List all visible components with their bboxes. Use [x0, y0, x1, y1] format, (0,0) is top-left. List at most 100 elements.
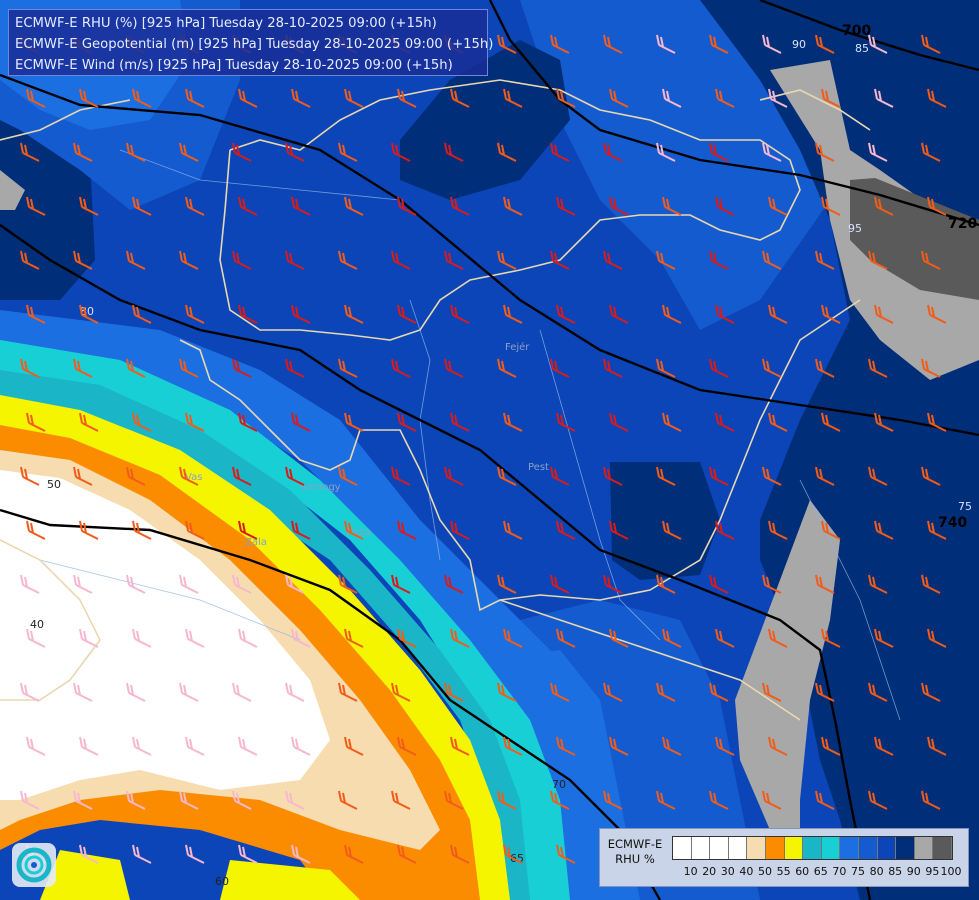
legend-tick-label: 65 [813, 865, 828, 878]
wind-barb [927, 88, 947, 108]
legend-tick-label: 60 [795, 865, 810, 878]
wind-barb [132, 88, 152, 108]
isohypse-label-740: 740 [938, 515, 967, 531]
legend-swatch [840, 837, 859, 859]
wind-barb [20, 358, 40, 378]
wind-barb [715, 304, 735, 324]
wind-barb [132, 628, 152, 648]
legend-swatch [877, 837, 897, 859]
wind-barb [656, 466, 676, 486]
wind-barb [391, 790, 411, 810]
rhu-label-85: 85 [855, 42, 869, 55]
wind-barb [285, 250, 305, 270]
rhu-label-95: 95 [848, 222, 862, 235]
wind-barb [185, 304, 205, 324]
wind-barb [126, 466, 146, 486]
wind-barb [232, 574, 252, 594]
wind-barb [709, 790, 729, 810]
wind-barb [391, 250, 411, 270]
wind-barb [550, 574, 570, 594]
wind-barb [20, 574, 40, 594]
wind-barb [26, 736, 46, 756]
legend-swatch [728, 837, 748, 859]
legend-swatch [691, 837, 711, 859]
wind-barb [921, 790, 941, 810]
wind-barb [238, 304, 258, 324]
legend-swatch [858, 837, 878, 859]
wind-barb [20, 142, 40, 162]
wind-barb [603, 790, 623, 810]
wind-barb [556, 88, 576, 108]
wind-barb [656, 34, 676, 54]
wind-barb [768, 520, 788, 540]
isohypse-label-720: 720 [948, 216, 977, 232]
wind-barb [603, 142, 623, 162]
wind-barb [662, 88, 682, 108]
wind-barb [768, 628, 788, 648]
wind-barb [656, 142, 676, 162]
wind-barb [921, 574, 941, 594]
legend-swatch [673, 837, 692, 859]
wind-barb [821, 628, 841, 648]
legend-tick-label: 20 [702, 865, 717, 878]
wind-barb [603, 466, 623, 486]
wind-barb [662, 628, 682, 648]
wind-barb [609, 412, 629, 432]
wind-barb [556, 412, 576, 432]
rhu-band-100-ne [850, 178, 979, 300]
wind-barb [503, 844, 523, 864]
wind-barb [26, 196, 46, 216]
wind-barb [497, 682, 517, 702]
wind-barb [344, 304, 364, 324]
wind-barb [79, 844, 99, 864]
legend-swatches [672, 836, 953, 860]
wind-barb [556, 628, 576, 648]
wind-barb [179, 682, 199, 702]
wind-barb [397, 196, 417, 216]
wind-barb [874, 736, 894, 756]
wind-barb [179, 142, 199, 162]
rhu-label-90: 90 [792, 38, 806, 51]
wind-barb [768, 736, 788, 756]
wind-barb [444, 250, 464, 270]
wind-barb [656, 358, 676, 378]
isohypse-label-700: 700 [842, 23, 871, 39]
wind-barb [821, 88, 841, 108]
wind-barb [285, 142, 305, 162]
legend-tick-label: 40 [739, 865, 754, 878]
wind-barb [344, 520, 364, 540]
wind-barb [762, 34, 782, 54]
wind-barb [450, 844, 470, 864]
wind-barb [79, 88, 99, 108]
wind-barb [921, 142, 941, 162]
legend-swatch [765, 837, 785, 859]
wind-barb [503, 304, 523, 324]
wind-barb [444, 682, 464, 702]
rhu-band-90-top [400, 40, 570, 200]
wind-barb [238, 88, 258, 108]
wind-barb [79, 304, 99, 324]
wind-barbs [20, 34, 947, 864]
wind-barb [715, 520, 735, 540]
wind-barb [26, 412, 46, 432]
wind-barb [132, 196, 152, 216]
wind-barb [815, 142, 835, 162]
wind-barb [397, 520, 417, 540]
wind-barb [20, 466, 40, 486]
wind-barb [821, 736, 841, 756]
legend-label: ECMWF-E RHU % [607, 837, 663, 866]
wind-barb [927, 196, 947, 216]
wind-barb [503, 196, 523, 216]
wind-barb [444, 466, 464, 486]
wind-barb [344, 412, 364, 432]
wind-barb [285, 466, 305, 486]
wind-barb [73, 142, 93, 162]
wind-barb [927, 304, 947, 324]
wind-barb [450, 196, 470, 216]
wind-barb [397, 88, 417, 108]
wind-barb [768, 412, 788, 432]
wind-barb [79, 520, 99, 540]
region-label-fejer: Fejér [505, 341, 530, 353]
wind-barb [550, 358, 570, 378]
wind-barb [291, 196, 311, 216]
